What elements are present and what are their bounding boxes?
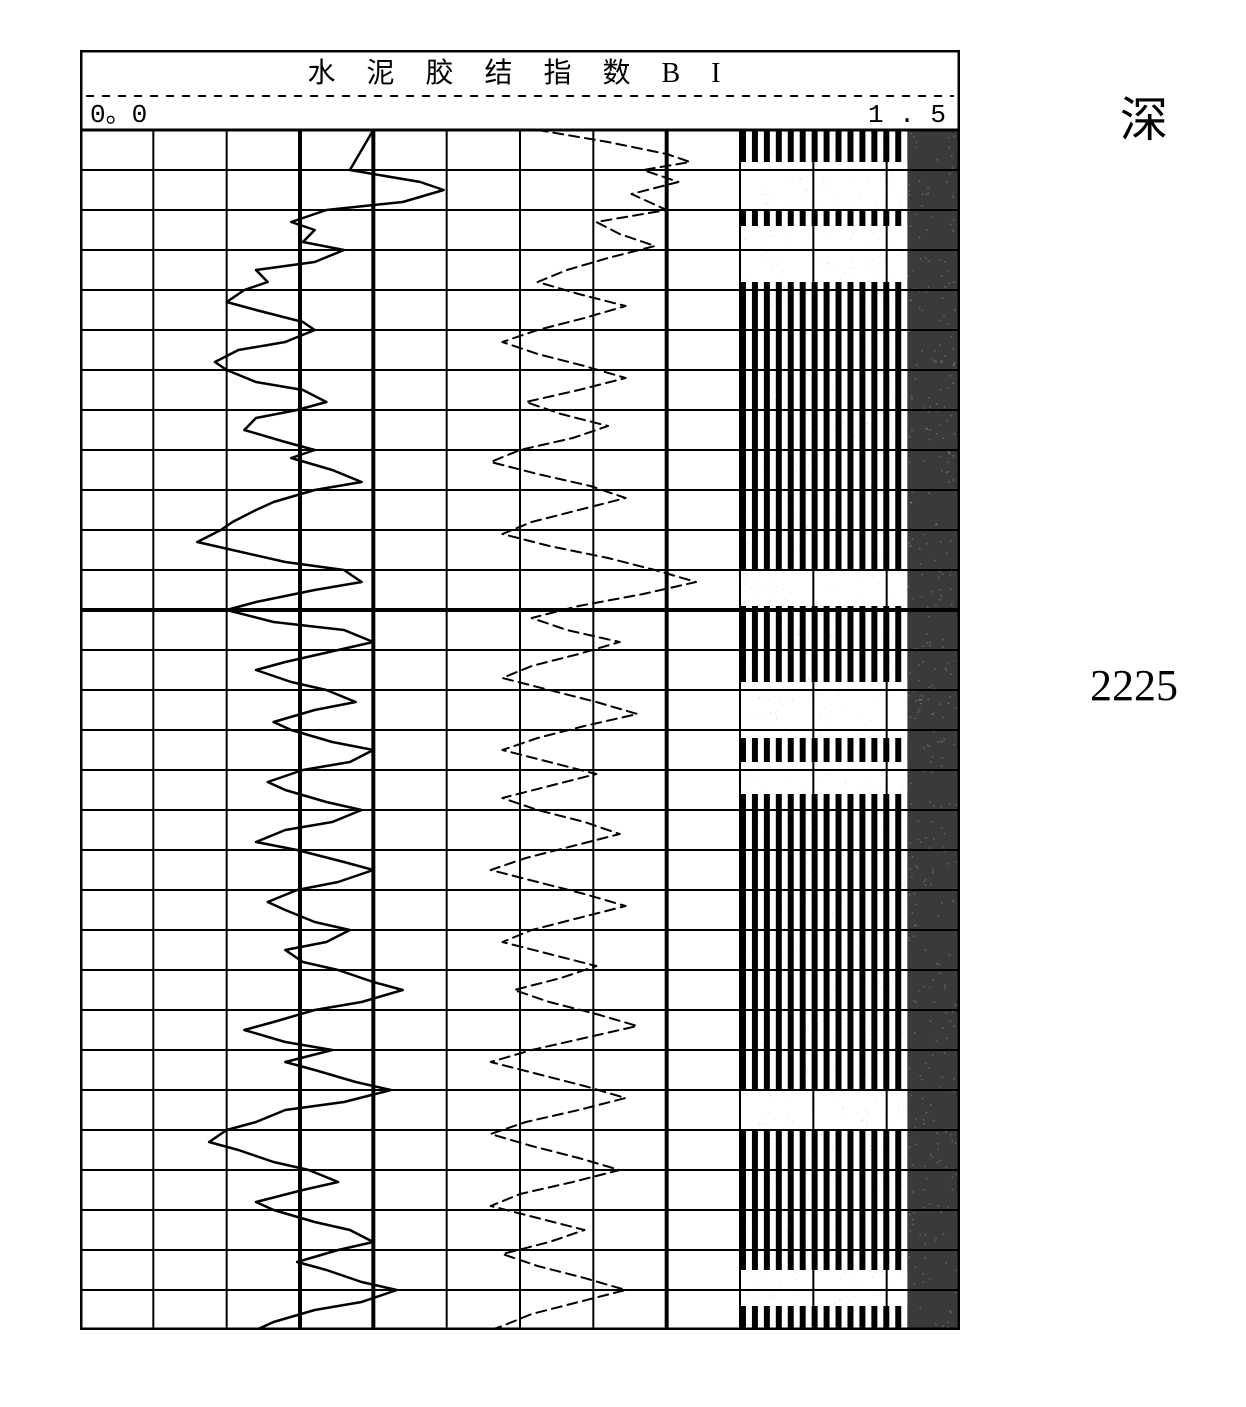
- depth-marker-2225: 2225: [1090, 660, 1178, 711]
- svg-text:水 泥 胶 结 指 数 B I: 水 泥 胶 结 指 数 B I: [307, 57, 732, 89]
- depth-column-header: 深: [1120, 80, 1168, 150]
- svg-text:0。0: 0。0: [90, 100, 147, 130]
- cement-bond-log-chart: 水 泥 胶 结 指 数 B I 0。0 1 . 5: [80, 50, 960, 1330]
- svg-text:1 . 5: 1 . 5: [868, 100, 946, 130]
